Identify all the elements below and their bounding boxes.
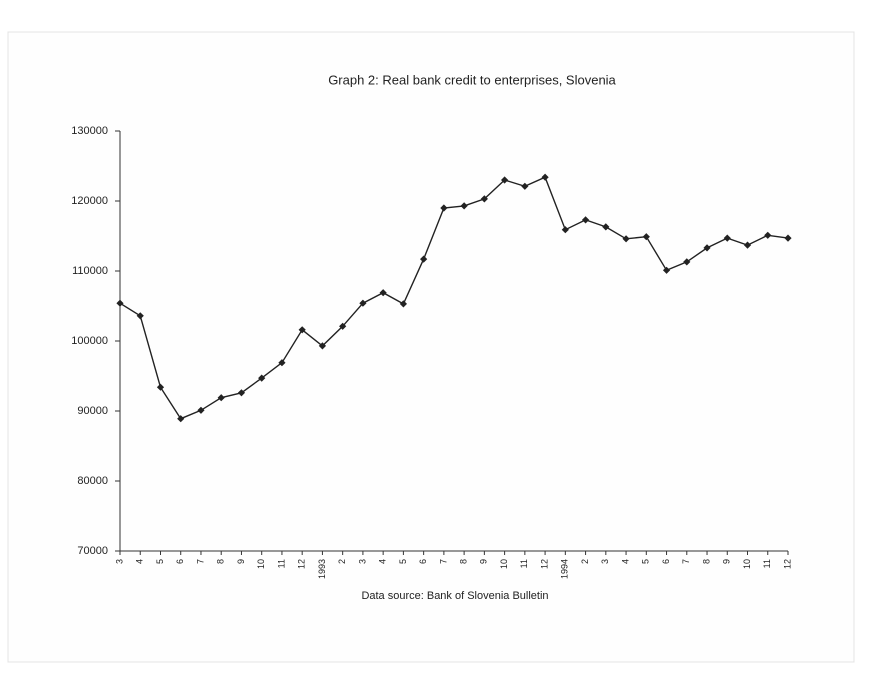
y-tick-label: 110000	[72, 265, 108, 277]
marker	[156, 383, 165, 391]
x-tick-label: 6	[175, 559, 185, 564]
x-tick-label: 8	[216, 559, 226, 564]
x-tick-label: 11	[762, 559, 772, 568]
x-tick-label: 5	[641, 559, 651, 564]
marker	[723, 234, 731, 242]
marker	[561, 226, 569, 234]
x-tick-label: 4	[135, 559, 145, 564]
x-tick-label: 11	[519, 559, 529, 568]
x-tick-label: 3	[600, 559, 610, 564]
y-tick-label: 120000	[71, 195, 108, 207]
x-tick-label: 9	[236, 559, 246, 564]
x-tick-label: 10	[742, 559, 752, 569]
marker	[743, 241, 752, 249]
x-tick-label: 8	[701, 559, 711, 564]
x-tick-label: 12	[539, 559, 549, 569]
x-tick-label: 9	[479, 559, 489, 564]
x-tick-label: 9	[722, 559, 732, 564]
y-tick-label: 70000	[77, 545, 108, 557]
x-tick-label: 1994	[560, 559, 570, 579]
marker	[662, 266, 671, 274]
y-tick-label: 130000	[71, 125, 108, 137]
marker	[703, 244, 711, 252]
marker	[379, 289, 387, 297]
x-tick-label: 12	[782, 559, 792, 569]
marker	[136, 312, 144, 320]
marker	[420, 255, 428, 263]
line	[119, 176, 789, 420]
marker	[440, 204, 448, 212]
marker	[116, 299, 124, 307]
marker	[237, 389, 246, 397]
marker	[359, 299, 367, 307]
x-tick-label: 3	[357, 559, 367, 564]
marker	[622, 235, 630, 243]
marker	[177, 415, 185, 423]
y-tick-label: 100000	[71, 335, 108, 347]
x-tick-label: 7	[195, 559, 205, 564]
x-tick-label: 1993	[317, 559, 327, 579]
x-tick-label: 2	[337, 559, 347, 564]
marker	[399, 300, 407, 308]
x-tick-label: 12	[297, 559, 307, 569]
marker	[258, 374, 266, 382]
chart-title: Graph 2: Real bank credit to enterprises…	[328, 72, 616, 87]
marker	[217, 394, 225, 402]
x-tick-label: 8	[458, 559, 468, 564]
x-tick-label: 5	[398, 559, 408, 564]
marker	[278, 359, 286, 367]
x-tick-label: 10	[499, 559, 509, 569]
y-tick-label: 90000	[77, 405, 108, 417]
x-tick-label: 6	[661, 559, 671, 564]
marker	[683, 258, 691, 266]
y-tick-label: 80000	[77, 475, 108, 487]
marker	[581, 216, 590, 224]
marker	[642, 233, 650, 241]
marker	[602, 223, 610, 231]
paper	[7, 31, 855, 663]
marker	[521, 182, 529, 190]
x-tick-label: 4	[620, 559, 630, 564]
marker	[339, 322, 347, 330]
x-tick-label: 7	[438, 559, 448, 564]
marker	[764, 231, 772, 239]
marker	[197, 406, 205, 414]
marker	[460, 202, 468, 210]
x-tick-label: 11	[276, 559, 286, 568]
x-tick-label: 10	[256, 559, 266, 569]
marker	[501, 176, 509, 184]
source-note: Data source: Bank of Slovenia Bulletin	[361, 590, 548, 602]
x-tick-label: 6	[418, 559, 428, 564]
marker	[480, 195, 488, 203]
x-tick-label: 3	[114, 559, 124, 564]
marker	[318, 342, 327, 350]
x-tick-label: 5	[155, 559, 165, 564]
marker	[784, 234, 792, 242]
x-tick-label: 2	[580, 559, 590, 564]
marker	[541, 173, 549, 181]
marker	[298, 326, 306, 334]
x-tick-label: 4	[378, 559, 388, 564]
x-tick-label: 7	[681, 559, 691, 564]
